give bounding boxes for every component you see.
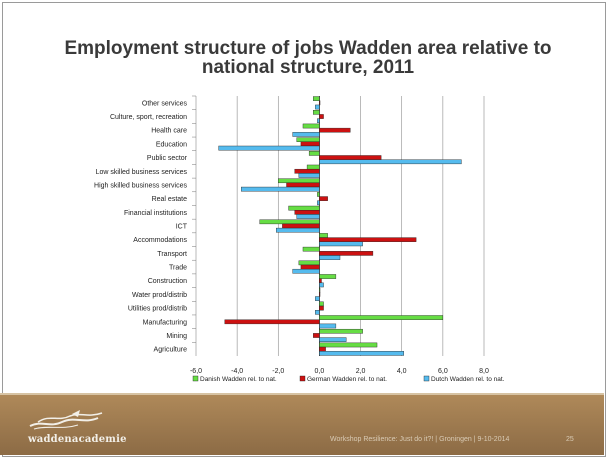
- bar: [319, 301, 324, 307]
- bar: [315, 296, 320, 301]
- category-label: Culture, sport, recreation: [110, 114, 187, 121]
- bar: [296, 214, 320, 219]
- category-label: Water prod/distrib: [132, 292, 187, 299]
- bar: [319, 100, 321, 106]
- x-tick-label: 0,0: [315, 368, 325, 375]
- bar: [319, 315, 444, 320]
- category-label: Mining: [166, 333, 187, 340]
- bar: [319, 255, 341, 260]
- bar: [296, 137, 320, 142]
- x-tick-label: 6,0: [438, 368, 448, 375]
- bar: [319, 237, 417, 242]
- bar: [292, 132, 320, 137]
- bar: [292, 268, 320, 274]
- legend-swatch: [423, 375, 430, 382]
- category-label: Public sector: [147, 155, 188, 162]
- category-label: Construction: [148, 278, 187, 285]
- bar: [241, 186, 320, 192]
- bar: [319, 305, 324, 311]
- bar: [319, 282, 324, 288]
- category-label: Manufacturing: [143, 319, 187, 326]
- category-label: Trade: [169, 265, 187, 272]
- bar: [319, 346, 326, 352]
- bar: [302, 123, 320, 129]
- legend-swatch: [192, 375, 199, 382]
- x-tick-label: 8,0: [479, 368, 489, 375]
- bar: [319, 114, 324, 119]
- legend-label: Dutch Wadden rel. to nat.: [431, 376, 505, 383]
- category-label: High skilled business services: [94, 182, 187, 189]
- bar: [308, 151, 320, 156]
- bar: [315, 104, 320, 110]
- category-label: ICT: [176, 224, 188, 231]
- bar: [294, 168, 320, 174]
- category-label: Real estate: [152, 196, 188, 203]
- bar: [319, 155, 382, 160]
- bar: [300, 264, 320, 270]
- category-label: Low skilled business services: [96, 169, 188, 176]
- bar: [317, 118, 320, 124]
- bar: [278, 178, 320, 184]
- category-label: Transport: [157, 251, 187, 258]
- waddenacademie-logo-icon: [29, 410, 103, 430]
- bar: [317, 192, 320, 197]
- category-label: Agriculture: [154, 347, 188, 354]
- category-label: Other services: [142, 100, 188, 107]
- category-label: Health care: [151, 128, 187, 135]
- bar: [319, 323, 337, 329]
- bar: [319, 251, 374, 256]
- x-tick-label: -6,0: [190, 368, 202, 375]
- x-tick-label: 2,0: [356, 368, 366, 375]
- bar: [282, 223, 320, 229]
- category-label: Accommodations: [133, 237, 187, 244]
- bar: [319, 241, 363, 247]
- bar: [319, 292, 321, 297]
- bar: [298, 173, 320, 178]
- x-tick-label: -2,0: [272, 368, 284, 375]
- bar: [313, 110, 320, 115]
- page-number: 25: [566, 436, 574, 443]
- bar: [319, 287, 321, 293]
- footer-divider: [0, 393, 604, 395]
- bar: [302, 246, 320, 252]
- legend-swatch: [299, 375, 306, 382]
- bar: [298, 260, 320, 266]
- legend-label: Danish Wadden rel. to nat.: [200, 376, 277, 383]
- bar: [319, 337, 347, 342]
- bar: [313, 96, 320, 101]
- bar: [319, 328, 363, 334]
- category-label: Education: [156, 141, 187, 148]
- bar: [319, 127, 351, 133]
- category-label: Financial institutions: [124, 210, 188, 217]
- bar: [315, 310, 320, 315]
- bar: [294, 210, 320, 215]
- bar: [319, 278, 322, 284]
- bar: [313, 333, 320, 338]
- category-label: Utilities prod/distrib: [128, 306, 187, 313]
- bar: [319, 274, 337, 279]
- legend-label: German Wadden rel. to nat.: [307, 376, 387, 383]
- logo-text: waddenacademie: [28, 434, 127, 445]
- slide-title: Employment structure of jobs Wadden area…: [64, 38, 552, 78]
- x-tick-label: -4,0: [231, 368, 243, 375]
- footer-text: Workshop Resilience: Just do it?! | Gron…: [330, 436, 510, 443]
- bar: [319, 196, 328, 201]
- bar: [218, 145, 320, 151]
- bar: [276, 227, 320, 233]
- bar: [319, 233, 328, 238]
- bar: [306, 164, 320, 170]
- bar: [319, 159, 462, 165]
- bar: [286, 182, 320, 188]
- bar: [300, 141, 320, 147]
- bar: [319, 351, 404, 356]
- bar: [317, 200, 320, 206]
- footer-bar: [0, 393, 604, 455]
- x-tick-label: 4,0: [397, 368, 407, 375]
- bar: [259, 219, 320, 225]
- bar: [288, 205, 320, 211]
- bar: [319, 342, 378, 348]
- bar: [224, 319, 320, 325]
